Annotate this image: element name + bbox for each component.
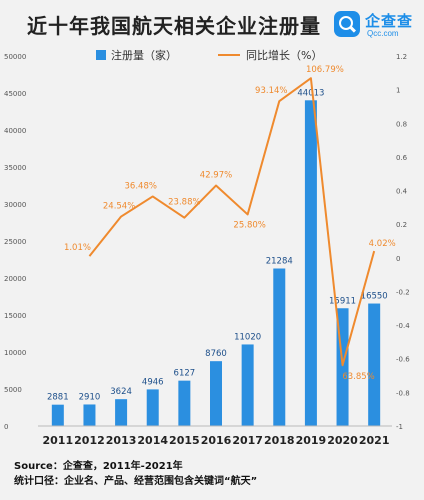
x-tick-2016: 2016 [201,434,232,447]
brand-name: 企查查 [365,12,414,30]
legend-item-growth: 同比增长（%） [218,48,322,64]
brand-domain: Qcc.com [367,29,399,38]
x-tick-2015: 2015 [169,434,200,447]
growth-line [88,77,376,367]
bar-label-2021: 16550 [361,292,388,302]
y-right-tick-0.2: 0.2 [396,221,407,229]
y-right-tick-0.4: 0.4 [396,188,408,196]
bar-label-2013: 3624 [110,387,132,397]
y-right-tick-1.2: 1.2 [396,53,407,61]
bar-label-2015: 6127 [174,369,196,379]
y-left-tick-45000: 45000 [4,90,26,98]
bar-2011 [51,404,64,426]
bar-2016 [210,361,222,426]
legend-swatch-bar [96,50,106,60]
growth-label-2013: 24.54% [103,202,135,212]
y-left-tick-15000: 15000 [4,312,26,320]
x-tick-2014: 2014 [137,434,168,447]
y-right-tick--0.4: -0.4 [396,322,410,330]
brand-logo: 企查查 Qcc.com [334,8,420,42]
x-tick-2012: 2012 [74,434,105,447]
y-left-tick-40000: 40000 [4,127,26,135]
chart-legend: 注册量（家） 同比增长（%） [0,48,424,64]
bar-2021 [368,303,381,426]
y-left-tick-25000: 25000 [4,238,26,246]
y-left-tick-30000: 30000 [4,201,26,209]
growth-label-2021: 4.02% [369,239,396,249]
y-left-tick-10000: 10000 [4,349,26,357]
growth-label-2018: 93.14% [255,86,287,96]
growth-label-2017: 25.80% [233,220,265,230]
legend-swatch-line [218,54,240,56]
bar-label-2018: 21284 [266,256,293,266]
growth-label-2014: 36.48% [125,181,157,191]
y-left-tick-35000: 35000 [4,164,26,172]
bar-label-2011: 2881 [47,393,69,403]
y-right-tick-1: 1 [396,87,400,95]
y-left-tick-0: 0 [4,423,8,431]
growth-label-2016: 42.97% [200,171,232,181]
growth-label-2012: 1.01% [64,243,91,253]
bar-2014 [146,389,159,426]
bar-label-2019: 44013 [297,88,324,98]
x-tick-2013: 2013 [106,434,137,447]
growth-label-2020: 63.85% [342,372,374,382]
bar-2012 [83,404,96,426]
y-left-tick-5000: 5000 [4,386,22,394]
x-tick-2011: 2011 [43,434,74,447]
bar-label-2014: 4946 [142,377,164,387]
y-left-tick-20000: 20000 [4,275,26,283]
bar-2018 [273,268,286,426]
y-right-tick-0.6: 0.6 [396,154,408,162]
bar-label-2017: 11020 [234,332,261,342]
x-tick-2019: 2019 [296,434,327,447]
bar-2019 [304,100,317,426]
bar-2017 [241,344,254,426]
y-right-tick--0.2: -0.2 [396,288,410,296]
chart-title: 近十年我国航天相关企业注册量 [27,14,321,38]
growth-label-2019: 106.79% [306,65,344,75]
x-tick-2017: 2017 [232,434,263,447]
legend-label-growth: 同比增长（%） [246,49,323,62]
caliber-note: 统计口径：企业名、产品、经营范围包含关键词“航天” [14,476,258,487]
y-right-tick--0.8: -0.8 [396,389,410,397]
growth-label-2015: 23.88% [168,198,200,208]
bar-2015 [178,380,191,426]
magnifier-icon [334,11,360,37]
y-right-tick-0.8: 0.8 [396,120,407,128]
bar-2013 [115,399,128,426]
y-left-tick-50000: 50000 [4,53,26,61]
chart-footer: Source：企查查，2011年-2021年 统计口径：企业名、产品、经营范围包… [14,459,257,489]
bar-label-2012: 2910 [79,392,101,402]
x-tick-2021: 2021 [359,434,390,447]
x-tick-2020: 2020 [327,434,358,447]
bar-label-2016: 8760 [205,349,227,359]
legend-label-registrations: 注册量（家） [111,49,177,62]
y-right-tick--0.6: -0.6 [396,356,410,364]
y-right-tick--1: -1 [396,423,403,431]
bar-label-2020: 15911 [329,296,356,306]
source-note: Source：企查查，2011年-2021年 [14,461,183,472]
y-right-tick-0: 0 [396,255,400,263]
legend-item-registrations: 注册量（家） [96,48,177,64]
x-tick-2018: 2018 [264,434,295,447]
